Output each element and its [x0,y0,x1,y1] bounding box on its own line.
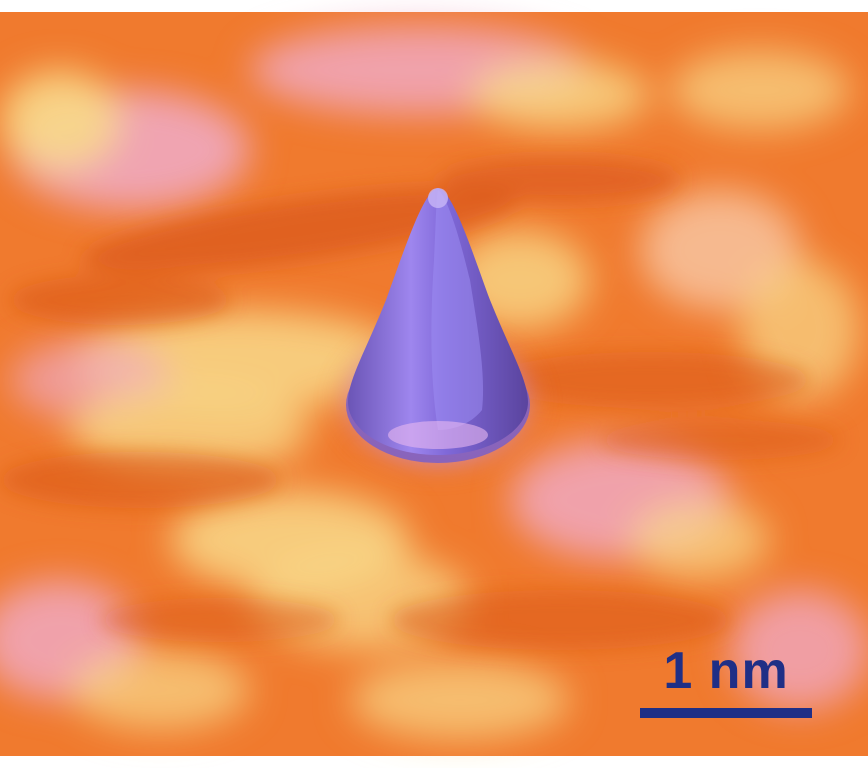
scale-bar [640,708,812,718]
atomic-tip [346,188,530,463]
scale-bar-label: 1 nm [663,642,789,700]
